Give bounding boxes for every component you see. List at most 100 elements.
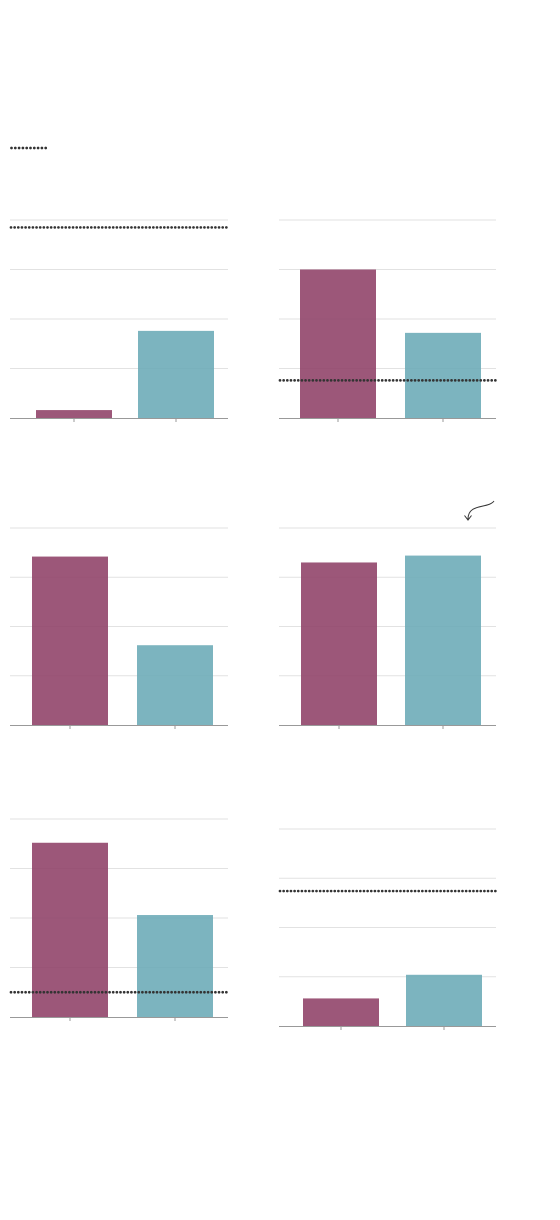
reference-dot [285,379,289,382]
reference-dot [111,226,115,229]
reference-dot [31,990,35,994]
reference-dot [71,990,75,994]
reference-dot [100,226,104,229]
bar-a [303,998,379,1026]
legend-reference-line [10,140,50,150]
reference-dot [225,990,228,994]
reference-dot [431,889,435,893]
reference-dot [322,889,326,893]
reference-dot [293,889,296,893]
reference-dot [35,226,38,229]
reference-dot [166,990,170,994]
reference-dot [24,226,27,229]
reference-dot [192,226,195,229]
reference-dot [340,889,344,893]
legend-dot [44,146,48,150]
reference-dot [468,379,472,382]
reference-dot [195,226,199,229]
reference-dot [468,889,472,893]
reference-dot [479,379,483,382]
reference-dot [380,889,384,893]
reference-dot [472,379,475,382]
reference-dot [108,226,111,229]
reference-dot [421,379,424,382]
bar-b [137,645,213,725]
annotation-arrow-icon [467,500,495,520]
reference-dot [402,379,406,382]
bar-a [300,269,376,418]
reference-dot [35,990,38,994]
reference-dot [24,990,27,994]
reference-dot [148,990,152,994]
reference-dot [311,889,315,893]
reference-dot [203,990,206,994]
reference-dot [417,889,421,893]
legend-dot [29,146,32,150]
reference-dot [16,226,20,229]
reference-dot [282,889,285,893]
reference-dot [377,379,380,382]
reference-dot [86,226,89,229]
reference-dot [130,226,133,229]
reference-dot [217,226,221,229]
reference-dot [278,889,282,893]
reference-dot [173,226,177,229]
reference-dot [100,990,104,994]
reference-dot [71,226,75,229]
reference-dot [206,226,210,229]
reference-dot [79,226,82,229]
reference-dot [304,379,307,382]
reference-dot [369,379,373,382]
reference-line [9,990,228,994]
reference-dot [49,990,53,994]
reference-dot [57,990,60,994]
legend-dot [17,146,21,150]
reference-dot [68,226,71,229]
reference-dot [188,226,192,229]
reference-dot [9,226,13,229]
bar-b [406,974,482,1026]
legend-dotted-line-icon [10,146,48,150]
reference-dot [210,226,214,229]
reference-dot [410,379,413,382]
reference-dot [450,889,453,893]
reference-dot [307,889,311,893]
reference-dot [126,226,130,229]
reference-dot [177,226,181,229]
reference-dot [122,990,126,994]
reference-dot [457,379,461,382]
reference-dot [192,990,195,994]
legend-dot [32,146,36,150]
reference-dot [75,226,79,229]
reference-dot [391,889,395,893]
reference-dot [115,226,119,229]
reference-dot [126,990,130,994]
reference-dot [152,226,155,229]
reference-dot [399,379,402,382]
reference-dot [53,990,57,994]
bar-a [32,842,108,1017]
reference-dot [20,990,24,994]
reference-dot [89,226,93,229]
reference-dot [119,990,122,994]
reference-dot [155,990,159,994]
reference-dot [141,990,144,994]
reference-dot [428,379,431,382]
reference-dot [464,379,468,382]
reference-dot [453,379,457,382]
reference-dot [373,379,377,382]
reference-dot [457,889,461,893]
reference-dot [475,889,479,893]
chart-panel-1 [9,219,228,422]
reference-dot [431,379,435,382]
reference-dot [315,379,318,382]
reference-dot [195,990,199,994]
reference-dot [366,889,369,893]
reference-dot [289,379,293,382]
reference-dot [144,226,148,229]
reference-dot [461,889,464,893]
reference-dot [362,379,366,382]
reference-dot [210,990,214,994]
reference-dot [424,889,428,893]
